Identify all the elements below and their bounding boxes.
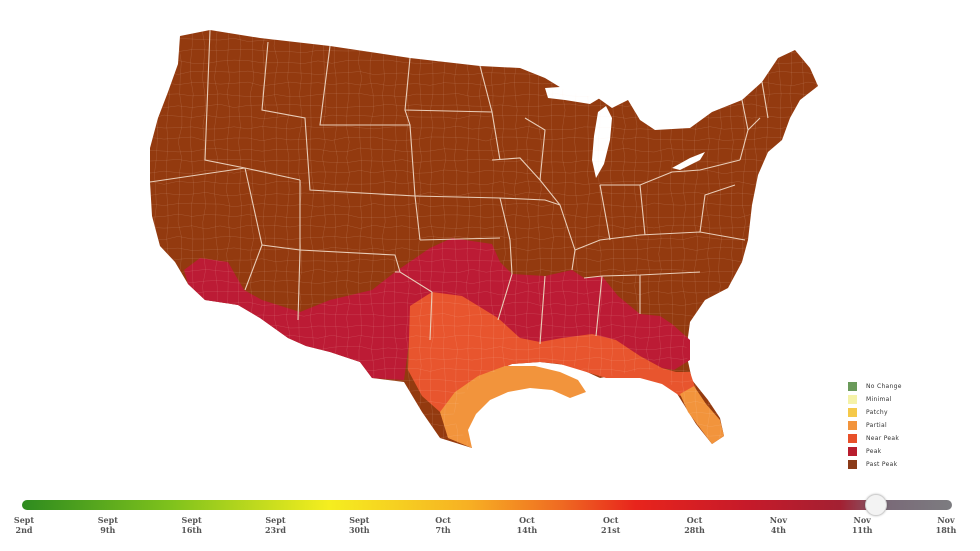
county-line bbox=[150, 202, 818, 208]
county-line bbox=[150, 147, 818, 153]
county-line bbox=[150, 279, 818, 285]
county-line bbox=[150, 158, 818, 164]
county-line bbox=[454, 30, 458, 447]
timeline-tick[interactable]: Sept 9th bbox=[97, 515, 118, 535]
legend-swatch bbox=[848, 408, 857, 417]
lake-erie bbox=[672, 152, 705, 170]
county-line bbox=[826, 30, 830, 446]
legend-item-minimal: Minimal bbox=[848, 393, 968, 406]
county-line bbox=[150, 257, 818, 263]
legend-label: Peak bbox=[866, 448, 882, 455]
county-line bbox=[369, 30, 375, 447]
timeline-tick[interactable]: Oct 14th bbox=[516, 515, 538, 535]
legend-label: No Change bbox=[866, 383, 902, 390]
lake-superior bbox=[545, 86, 600, 104]
legend-swatch bbox=[848, 395, 857, 404]
legend-label: Minimal bbox=[866, 396, 892, 403]
timeline-slider[interactable] bbox=[22, 494, 952, 516]
legend-item-past-peak: Past Peak bbox=[848, 458, 968, 471]
legend-label: Near Peak bbox=[866, 435, 900, 442]
county-line bbox=[150, 246, 818, 252]
timeline-tick[interactable]: Nov 11th bbox=[851, 515, 873, 535]
region-near-peak bbox=[408, 292, 696, 418]
region-peak-south bbox=[184, 238, 690, 380]
county-line bbox=[478, 30, 483, 447]
state-borders bbox=[149, 29, 769, 345]
timeline-tick[interactable]: Sept 23rd bbox=[264, 515, 286, 535]
legend-item-no-change: No Change bbox=[848, 380, 968, 393]
county-line bbox=[153, 30, 159, 447]
county-line bbox=[150, 213, 818, 219]
legend-label: Patchy bbox=[866, 409, 888, 416]
county-line bbox=[465, 30, 471, 447]
county-line bbox=[150, 268, 818, 274]
legend-label: Past Peak bbox=[866, 461, 898, 468]
county-line bbox=[393, 30, 399, 447]
timeline-track[interactable] bbox=[22, 500, 952, 510]
foliage-map bbox=[149, 29, 830, 448]
legend-swatch bbox=[848, 382, 857, 391]
timeline-tick[interactable]: Oct 21st bbox=[601, 515, 621, 535]
county-line bbox=[150, 114, 818, 120]
county-line bbox=[150, 235, 818, 241]
legend-label: Partial bbox=[866, 422, 887, 429]
legend-swatch bbox=[848, 447, 857, 456]
county-line bbox=[150, 444, 818, 448]
legend-swatch bbox=[848, 460, 857, 469]
timeline-tick[interactable]: Sept 2nd bbox=[13, 515, 35, 535]
timeline-handle[interactable] bbox=[864, 494, 887, 516]
legend-item-peak: Peak bbox=[848, 445, 968, 458]
county-line bbox=[150, 224, 818, 230]
legend-item-patchy: Patchy bbox=[848, 406, 968, 419]
us-map-svg bbox=[149, 29, 830, 448]
legend-item-near-peak: Near Peak bbox=[848, 432, 968, 445]
timeline-tick[interactable]: Nov 4th bbox=[769, 515, 787, 535]
county-line bbox=[150, 180, 818, 186]
timeline-tick[interactable]: Nov 18th bbox=[935, 515, 957, 535]
legend-swatch bbox=[848, 421, 857, 430]
timeline-tick[interactable]: Oct 7th bbox=[435, 515, 451, 535]
county-line bbox=[381, 30, 387, 447]
county-line bbox=[150, 411, 818, 417]
county-line bbox=[150, 136, 818, 142]
legend-swatch bbox=[848, 434, 857, 443]
county-line bbox=[429, 30, 435, 447]
county-line bbox=[150, 169, 818, 175]
timeline-tick[interactable]: Oct 28th bbox=[684, 515, 705, 535]
region-partial-florida bbox=[680, 386, 724, 444]
legend-item-partial: Partial bbox=[848, 419, 968, 432]
region-partial-gulf bbox=[440, 366, 586, 448]
county-line bbox=[441, 30, 447, 447]
timeline-tick[interactable]: Sept 16th bbox=[181, 515, 202, 535]
county-line bbox=[150, 290, 818, 296]
county-line bbox=[814, 30, 818, 447]
county-line bbox=[150, 125, 818, 131]
timeline-tick[interactable]: Sept 30th bbox=[348, 515, 370, 535]
legend: No Change Minimal Patchy Partial Near Pe… bbox=[848, 380, 968, 471]
lake-michigan bbox=[592, 106, 612, 178]
